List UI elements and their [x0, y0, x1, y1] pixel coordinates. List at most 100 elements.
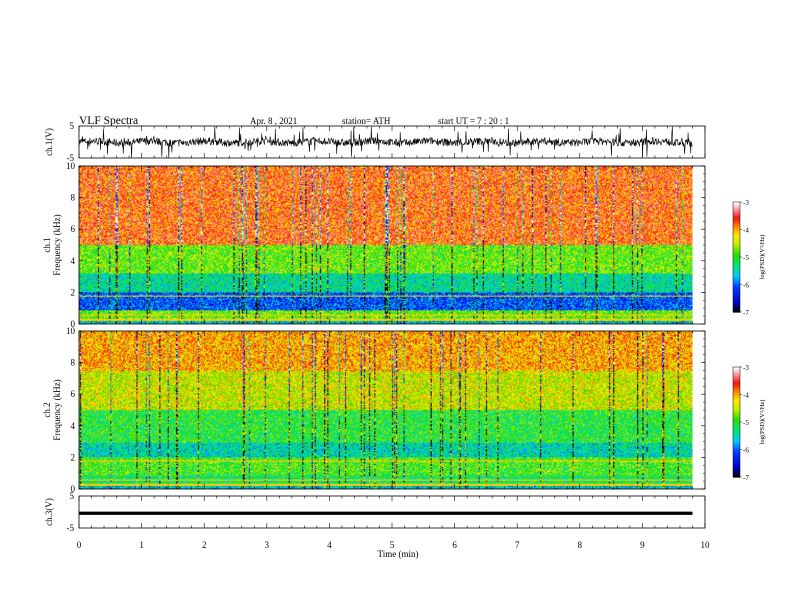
ch2-colorbar: -3 -4 -5 -6 -7 log(PSD)(V²/Hz): [732, 364, 766, 482]
colorbar-swatch: [733, 414, 740, 418]
colorbar-tick-label: -3: [743, 364, 749, 372]
colorbar-swatch: [733, 273, 740, 276]
colorbar-swatch: [733, 216, 740, 220]
colorbar-swatch: [733, 403, 740, 407]
ch1-spectro-ylabel-1: ch.1: [42, 237, 52, 252]
colorbar-swatch: [733, 282, 740, 286]
y-tick-label: 6: [71, 389, 76, 399]
colorbar-swatch: [733, 203, 740, 207]
colorbar-swatch: [733, 304, 740, 308]
colorbar-swatch: [733, 438, 740, 441]
colorbar-swatch: [733, 445, 740, 449]
time-tick-label: 4: [327, 540, 332, 550]
colorbar-swatch: [733, 295, 740, 298]
colorbar-swatch: [733, 367, 740, 370]
time-tick-label: 9: [640, 540, 645, 550]
colorbar-swatch: [733, 269, 740, 273]
colorbar-swatch: [733, 467, 740, 471]
colorbar-tick-label: -4: [743, 392, 749, 400]
colorbar-swatch: [733, 211, 740, 214]
colorbar-swatch: [733, 475, 740, 478]
y-tick-label: 0: [71, 319, 76, 329]
colorbar-swatch: [733, 213, 740, 216]
colorbar-swatch: [733, 258, 740, 262]
colorbar-swatch: [733, 220, 740, 223]
colorbar-label: log(PSD)(V²/Hz): [759, 235, 766, 280]
colorbar-swatch: [733, 427, 740, 430]
ch2-spectrogram-panel: 0 2 4 6 8 10 ch.2 Frequency (kHz) -3 -4 -5 -6 -7 l…: [42, 326, 766, 494]
ch1-ylabel: ch.1(V): [44, 128, 54, 156]
colorbar-swatch: [733, 455, 740, 458]
x-axis-label: Time (min): [378, 549, 419, 559]
colorbar-swatch: [733, 390, 740, 394]
colorbar-swatch: [733, 238, 740, 242]
colorbar-swatch: [733, 370, 740, 374]
ch2-spectro-ylabel-2: Frequency (kHz): [52, 379, 62, 440]
colorbar-swatch: [733, 280, 740, 284]
colorbar-tick-label: -4: [743, 227, 749, 235]
y-tick-label: 5: [70, 121, 75, 131]
colorbar-swatch: [733, 249, 740, 253]
colorbar-swatch: [733, 401, 740, 405]
colorbar-swatch: [733, 202, 740, 205]
y-tick-label: -5: [67, 153, 75, 163]
colorbar-swatch: [733, 229, 740, 232]
colorbar-swatch: [733, 288, 740, 291]
colorbar-swatch: [733, 464, 740, 467]
colorbar-swatch: [733, 290, 740, 293]
colorbar-swatch: [733, 253, 740, 256]
colorbar-tick-label: -6: [743, 447, 749, 455]
colorbar-swatch: [733, 207, 740, 210]
colorbar-swatch: [733, 372, 740, 375]
colorbar-swatch: [733, 458, 740, 462]
y-tick-label: 8: [71, 193, 76, 203]
ch1-spectrogram-panel: 0 2 4 6 8 10 ch.1 Frequency (kHz) -3 -4 -5 -6 -7 l…: [42, 161, 766, 329]
colorbar-swatch: [733, 381, 740, 385]
colorbar-swatch: [733, 209, 740, 212]
colorbar-swatch: [733, 233, 740, 236]
y-tick-label: 2: [71, 452, 76, 462]
y-tick-label: 4: [71, 256, 76, 266]
y-tick-label: 5: [70, 491, 75, 501]
colorbar-swatch: [733, 257, 740, 260]
y-tick-label: 8: [71, 358, 76, 368]
colorbar-swatch: [733, 396, 740, 399]
colorbar-tick-label: -5: [743, 419, 749, 427]
colorbar-swatch: [733, 218, 740, 221]
colorbar-swatch: [733, 240, 740, 243]
y-tick-label: 0: [71, 484, 76, 494]
ch2-spectro-ylabel-1: ch.2: [42, 402, 52, 417]
colorbar-swatch: [733, 279, 740, 282]
colorbar-swatch: [733, 444, 740, 447]
time-tick-label: 7: [515, 540, 520, 550]
colorbar-swatch: [733, 264, 740, 267]
colorbar-swatch: [733, 447, 740, 451]
colorbar-swatch: [733, 434, 740, 438]
colorbar-swatch: [733, 422, 740, 425]
colorbar-swatch: [733, 302, 740, 306]
y-tick-label: 10: [66, 161, 76, 171]
colorbar-tick-label: -7: [743, 309, 749, 317]
colorbar-swatch: [733, 387, 740, 390]
colorbar-swatch: [733, 266, 740, 269]
station-label: station= ATH: [342, 116, 391, 126]
colorbar-swatch: [733, 418, 740, 421]
colorbar-swatch: [733, 255, 740, 258]
y-tick-label: 6: [71, 224, 76, 234]
ch1-spectro-ylabel-2: Frequency (kHz): [52, 214, 62, 275]
time-tick-label: 1: [139, 540, 144, 550]
y-tick-label: 4: [71, 421, 76, 431]
colorbar-swatch: [733, 376, 740, 379]
colorbar-swatch: [733, 423, 740, 427]
colorbar-swatch: [733, 431, 740, 434]
colorbar-swatch: [733, 416, 740, 419]
colorbar-swatch: [733, 251, 740, 254]
colorbar-swatch: [733, 456, 740, 460]
colorbar-swatch: [733, 268, 740, 271]
colorbar-swatch: [733, 405, 740, 408]
colorbar-swatch: [733, 449, 740, 452]
ch2-spectrogram-image: [79, 331, 705, 489]
colorbar-swatch: [733, 466, 740, 469]
colorbar-swatch: [733, 297, 740, 300]
